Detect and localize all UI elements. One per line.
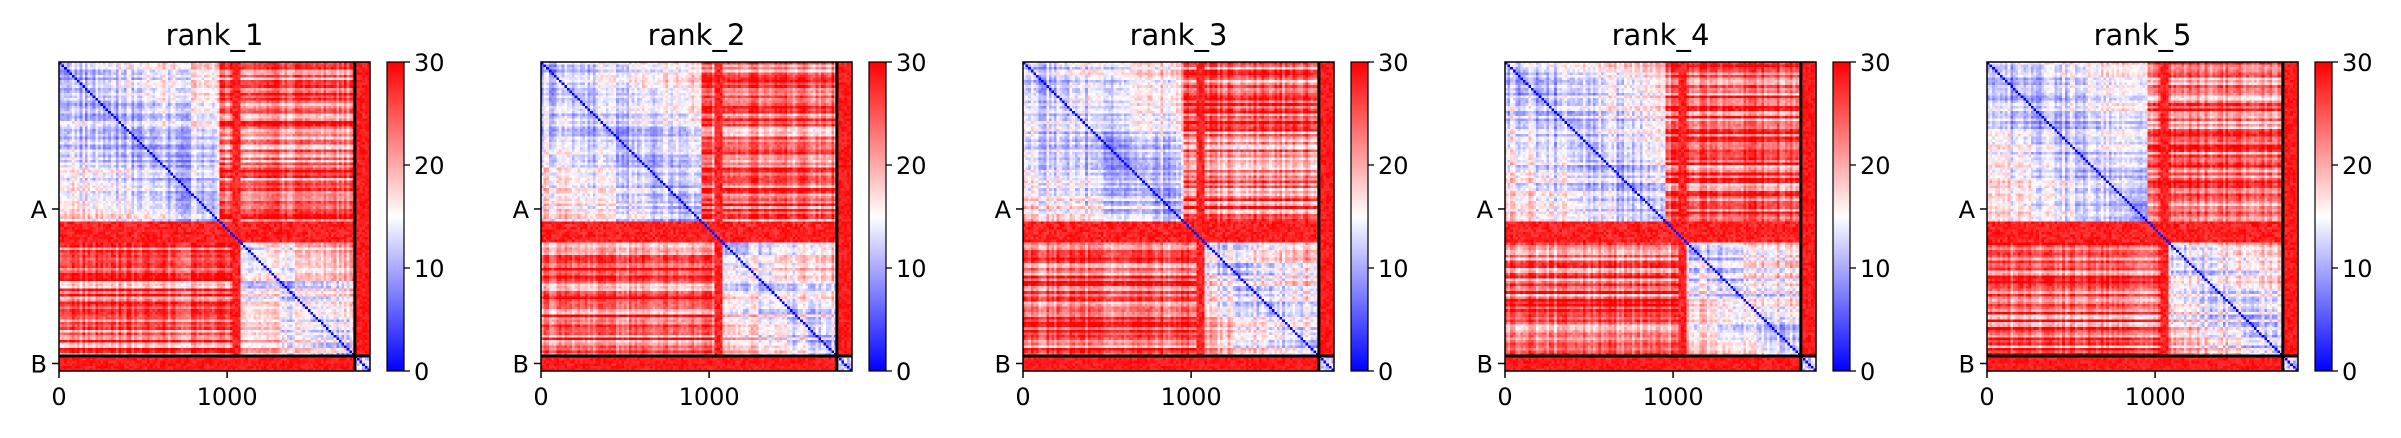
panel-title: rank_5 <box>2094 18 2192 52</box>
y-tick-label: A <box>31 196 48 224</box>
colorbar-frame <box>1832 61 1851 372</box>
pae-heatmap <box>541 62 852 371</box>
colorbar-tick-label: 30 <box>1378 49 1409 77</box>
pae-heatmap <box>1505 62 1816 371</box>
colorbar-tick-label: 0 <box>2342 358 2357 386</box>
colorbar-tick-label: 0 <box>1378 358 1393 386</box>
y-tick-label: B <box>31 350 47 378</box>
colorbar-tick-label: 20 <box>1378 152 1409 180</box>
y-tick-label: B <box>1959 350 1975 378</box>
colorbar-tick-label: 10 <box>414 255 445 283</box>
colorbar-tick-label: 20 <box>896 152 927 180</box>
colorbar-gradient <box>387 62 404 371</box>
y-tick-label: B <box>1477 350 1493 378</box>
colorbar-frame <box>2314 61 2333 372</box>
colorbar-tick-label: 30 <box>896 49 927 77</box>
colorbar-gradient <box>2315 62 2332 371</box>
colorbar-gradient <box>1351 62 1368 371</box>
y-tick-label: B <box>995 350 1011 378</box>
axes-frame <box>540 61 853 372</box>
axes-frame <box>58 61 371 372</box>
colorbar-tick-label: 0 <box>1860 358 1875 386</box>
colorbar-tick-label: 10 <box>896 255 927 283</box>
axes-frame <box>1986 61 2299 372</box>
y-tick-label: B <box>513 350 529 378</box>
pae-heatmap <box>1987 62 2298 371</box>
y-tick-label: A <box>513 196 530 224</box>
colorbar-frame <box>1350 61 1369 372</box>
colorbar-tick-label: 10 <box>1860 255 1891 283</box>
colorbar-tick-label: 0 <box>414 358 429 386</box>
x-tick-label: 0 <box>533 383 548 411</box>
x-tick-label: 0 <box>51 383 66 411</box>
x-tick-label: 0 <box>1979 383 1994 411</box>
colorbar-tick-label: 30 <box>2342 49 2373 77</box>
x-tick-label: 1000 <box>1161 383 1222 411</box>
colorbar-tick-label: 20 <box>2342 152 2373 180</box>
y-tick-label: A <box>1477 196 1494 224</box>
colorbar-gradient <box>869 62 886 371</box>
pae-heatmap <box>59 62 370 371</box>
panel-title: rank_1 <box>166 18 264 52</box>
x-tick-label: 1000 <box>679 383 740 411</box>
colorbar-tick-label: 0 <box>896 358 911 386</box>
colorbar-tick-label: 10 <box>1378 255 1409 283</box>
panel-title: rank_2 <box>648 18 746 52</box>
y-tick-label: A <box>995 196 1012 224</box>
colorbar-tick-label: 10 <box>2342 255 2373 283</box>
colorbar-tick-label: 30 <box>1860 49 1891 77</box>
colorbar-tick-label: 20 <box>1860 152 1891 180</box>
colorbar-frame <box>868 61 887 372</box>
colorbar-frame <box>386 61 405 372</box>
colorbar-gradient <box>1833 62 1850 371</box>
panel-title: rank_4 <box>1612 18 1710 52</box>
axes-frame <box>1504 61 1817 372</box>
colorbar-tick-label: 20 <box>414 152 445 180</box>
colorbar-tick-label: 30 <box>414 49 445 77</box>
x-tick-label: 0 <box>1497 383 1512 411</box>
x-tick-label: 1000 <box>1643 383 1704 411</box>
pae-heatmap <box>1023 62 1334 371</box>
y-tick-label: A <box>1959 196 1976 224</box>
x-tick-label: 1000 <box>197 383 258 411</box>
axes-frame <box>1022 61 1335 372</box>
x-tick-label: 1000 <box>2125 383 2186 411</box>
x-tick-label: 0 <box>1015 383 1030 411</box>
panel-title: rank_3 <box>1130 18 1228 52</box>
